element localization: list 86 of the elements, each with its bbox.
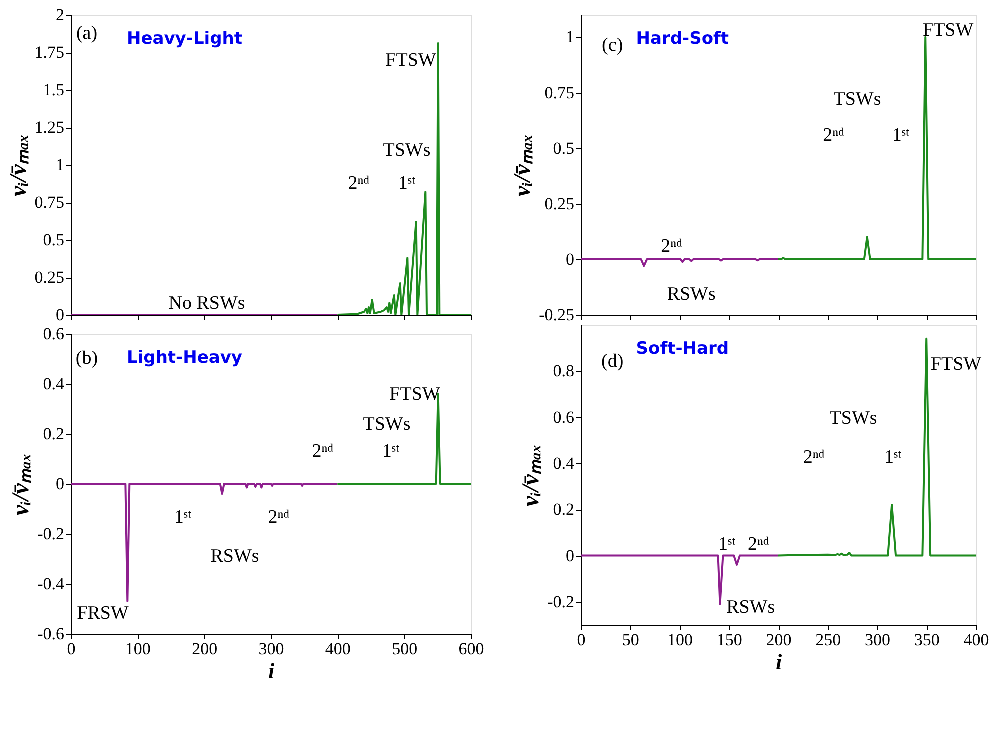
y-tick-label: 0.4: [553, 454, 575, 473]
annotation: No RSWs: [168, 293, 246, 314]
annotation: RSWs: [726, 597, 776, 618]
line-series: [581, 258, 780, 268]
x-axis-title: i: [776, 650, 783, 674]
annotation: 2ⁿᵈ: [748, 534, 770, 555]
x-tick-label: 300: [258, 640, 284, 658]
x-tick-label: 100: [668, 630, 693, 650]
annotation: FRSW: [77, 603, 129, 624]
y-tick-label: 0.8: [553, 362, 574, 381]
x-tick-label: 200: [766, 630, 792, 650]
y-tick-label: -0.6: [38, 624, 64, 644]
annotation: 1ˢᵗ: [398, 173, 416, 194]
annotation: 1ˢᵗ: [174, 507, 192, 528]
annotation: 1ˢᵗ: [892, 125, 910, 146]
annotation: 2ⁿᵈ: [823, 125, 845, 146]
annotation: (b): [76, 348, 98, 369]
x-tick-label: 150: [716, 630, 742, 650]
y-tick-label: 0.25: [544, 194, 574, 214]
annotation: FTSW: [386, 50, 436, 71]
annotation: FTSW: [930, 354, 982, 375]
x-tick-label: 300: [865, 630, 890, 650]
annotation: FTSW: [923, 20, 974, 41]
x-tick-label: 600: [458, 640, 484, 658]
annotation: (c): [602, 35, 624, 56]
x-tick-label: 250: [816, 630, 842, 650]
y-tick-label: 0.2: [553, 500, 574, 520]
text: Heavy-Light: [127, 29, 243, 49]
y-tick-label: 1.5: [43, 80, 64, 100]
annotation: 2ⁿᵈ: [268, 507, 290, 528]
annotation: 2ⁿᵈ: [803, 447, 825, 468]
x-tick-label: 50: [622, 630, 640, 650]
annotation: FTSW: [390, 384, 440, 405]
x-tick-label: 350: [914, 630, 940, 650]
line-series: [778, 36, 976, 260]
y-tick-label: 0.5: [43, 230, 64, 250]
x-tick-label: 100: [125, 640, 151, 658]
text: Hard-Soft: [636, 29, 730, 49]
annotation: 2ⁿᵈ: [312, 441, 334, 462]
y-tick-label: -0.2: [548, 592, 574, 612]
line-series: [336, 42, 471, 315]
x-tick-label: 200: [192, 640, 218, 658]
y-tick-label: 0.6: [553, 408, 574, 427]
y-tick-label: 1: [56, 156, 64, 174]
y-axis-title: vᵢ/v̄ₘₐₓ: [6, 134, 32, 197]
y-axis-title: vᵢ/v̄ₘₐₓ: [8, 453, 35, 516]
y-tick-label: 0: [566, 250, 574, 269]
y-tick-label: 0.75: [34, 193, 64, 212]
annotation: TSWs: [363, 414, 411, 435]
annotation: 1ˢᵗ: [718, 534, 736, 555]
y-tick-label: 0: [56, 474, 64, 494]
y-tick-label: 0.6: [43, 324, 64, 344]
annotation: TSWs: [834, 89, 882, 110]
y-tick-label: 0.75: [544, 83, 574, 102]
y-tick-label: 2: [56, 6, 64, 24]
text: Soft-Hard: [636, 339, 730, 359]
annotation: TSWs: [830, 408, 878, 429]
x-tick-label: 400: [325, 640, 351, 658]
annotation: 1ˢᵗ: [884, 447, 902, 468]
y-tick-label: 0.2: [43, 424, 64, 444]
y-tick-label: 0: [566, 546, 574, 566]
x-tick-label: 400: [964, 630, 990, 650]
y-tick-label: 0.25: [34, 268, 64, 287]
annotation: 1ˢᵗ: [382, 441, 400, 462]
y-tick-label: -0.4: [38, 574, 65, 594]
y-axis-title: vᵢ/v̄ₘₐₓ: [510, 134, 536, 197]
annotation: (a): [76, 23, 98, 44]
x-tick-label: 500: [392, 640, 418, 658]
y-tick-label: 1: [566, 28, 574, 47]
y-tick-label: 1.75: [34, 43, 64, 62]
y-tick-label: -0.2: [38, 524, 64, 544]
annotation: 2ⁿᵈ: [661, 236, 683, 257]
y-tick-label: 1.25: [34, 118, 64, 137]
text: Light-Heavy: [127, 348, 243, 368]
y-tick-label: -0.25: [539, 306, 574, 324]
annotation: RSWs: [667, 284, 716, 305]
y-tick-label: 0: [56, 306, 64, 324]
y-axis-title: vᵢ/v̄ₘₐₓ: [518, 444, 545, 507]
x-axis-title: i: [268, 658, 276, 684]
annotation: RSWs: [210, 546, 260, 567]
annotation: (d): [602, 351, 624, 372]
annotation: 2ⁿᵈ: [348, 173, 370, 194]
y-tick-label: 0.5: [553, 138, 574, 158]
annotation: TSWs: [383, 140, 431, 161]
line-series: [71, 483, 339, 602]
y-tick-label: 0.4: [43, 374, 65, 394]
